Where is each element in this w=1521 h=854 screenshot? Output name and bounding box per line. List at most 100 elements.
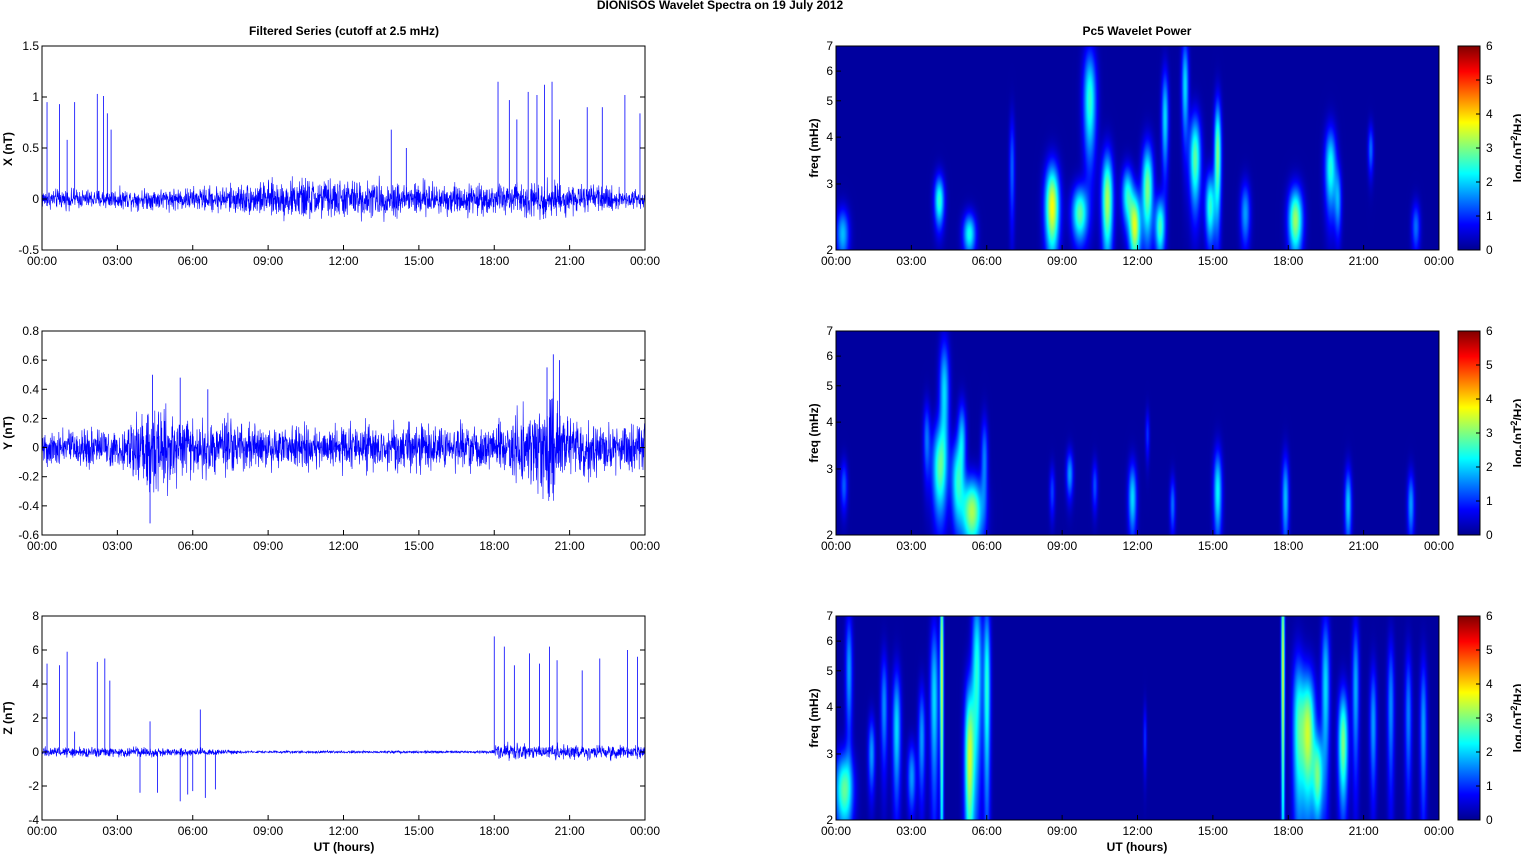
ytick-label: 2 xyxy=(32,711,39,725)
series-xtick-label: 12:00 xyxy=(328,824,358,838)
colorbar-tick-label: 6 xyxy=(1486,39,1493,53)
freq-tick-label: 3 xyxy=(826,177,833,191)
series-xtick-label: 03:00 xyxy=(102,254,132,268)
ytick-label: 6 xyxy=(32,643,39,657)
colorbar-tick-label: 4 xyxy=(1486,107,1493,121)
freq-tick-label: 6 xyxy=(826,349,833,363)
spectrum-xtick-label: 00:00 xyxy=(821,539,851,553)
spectrogram-image xyxy=(836,331,1439,535)
series-xtick-label: 00:00 xyxy=(27,254,57,268)
ytick-label: -0.4 xyxy=(18,499,39,513)
filtered-y-plot: -0.6 -0.4 -0.2 0 0.2 0.4 0.6 0.8 00:00 03:00 06:00… xyxy=(18,324,660,553)
colorbar-tick-label: 4 xyxy=(1486,677,1493,691)
spectrum-xtick-label: 15:00 xyxy=(1198,539,1228,553)
wavelet-y-plot: 2 3 4 5 6 7 00:00 03:00 06:00 09:00 12:00 15:00 18:0… xyxy=(821,324,1493,553)
spectrum-xtick-label: 00:00 xyxy=(821,254,851,268)
spectrum-xtick-label: 21:00 xyxy=(1349,254,1379,268)
ytick-label: -0.6 xyxy=(18,528,39,542)
freq-tick-label: 6 xyxy=(826,634,833,648)
ytick-label: 0.8 xyxy=(22,324,39,338)
colorbar-tick-label: 5 xyxy=(1486,358,1493,372)
colorbar-tick-label: 5 xyxy=(1486,643,1493,657)
colorbar-tick-label: 3 xyxy=(1486,426,1493,440)
spectrum-xtick-label: 00:00 xyxy=(1424,254,1454,268)
colorbar-tick-label: 2 xyxy=(1486,460,1493,474)
series-xtick-label: 00:00 xyxy=(630,254,660,268)
freq-tick-label: 6 xyxy=(826,64,833,78)
freq-tick-label: 4 xyxy=(826,700,833,714)
wavelet-z-panel: 2 3 4 5 6 7 00:00 03:00 06:00 09:00 12:00 15:00 18:0… xyxy=(807,609,1521,854)
spectrogram-image xyxy=(836,616,1439,820)
ytick-label: 4 xyxy=(32,677,39,691)
ytick-label: 0.5 xyxy=(22,141,39,155)
ytick-label: 0.2 xyxy=(22,411,39,425)
wavelet-y-ylabel: freq (mHz) xyxy=(807,403,821,462)
freq-tick-label: 4 xyxy=(826,130,833,144)
spectrum-xtick-label: 06:00 xyxy=(972,539,1002,553)
spectrum-xtick-label: 15:00 xyxy=(1198,254,1228,268)
series-line xyxy=(42,741,645,762)
series-xtick-label: 00:00 xyxy=(27,824,57,838)
colorbar-tick-label: 0 xyxy=(1486,528,1493,542)
spectrum-xtick-label: 09:00 xyxy=(1047,539,1077,553)
series-line xyxy=(42,391,645,501)
freq-tick-label: 5 xyxy=(826,379,833,393)
freq-tick-label: 3 xyxy=(826,747,833,761)
spectrum-xtick-label: 18:00 xyxy=(1273,539,1303,553)
spectrum-xtick-label: 21:00 xyxy=(1349,824,1379,838)
freq-tick-label: 5 xyxy=(826,94,833,108)
spectrum-xtick-label: 03:00 xyxy=(896,254,926,268)
spectrum-xtick-label: 12:00 xyxy=(1122,824,1152,838)
spectrum-xtick-label: 18:00 xyxy=(1273,254,1303,268)
series-xtick-label: 18:00 xyxy=(479,539,509,553)
plot-area xyxy=(42,616,645,820)
ytick-label: 0.6 xyxy=(22,353,39,367)
series-xtick-label: 18:00 xyxy=(479,824,509,838)
series-xtick-label: 15:00 xyxy=(404,539,434,553)
series-xtick-label: 15:00 xyxy=(404,824,434,838)
series-xtick-label: 09:00 xyxy=(253,824,283,838)
ytick-label: 0 xyxy=(32,192,39,206)
series-xtick-label: 21:00 xyxy=(555,539,585,553)
ytick-label: 0 xyxy=(32,441,39,455)
spectrum-xtick-label: 03:00 xyxy=(896,539,926,553)
freq-tick-label: 2 xyxy=(826,243,833,257)
series-xtick-label: 00:00 xyxy=(630,539,660,553)
colorbar-tick-label: 3 xyxy=(1486,711,1493,725)
wavelet-x-ylabel: freq (mHz) xyxy=(807,118,821,177)
colorbar-z-label: log2(nT2/Hz) xyxy=(1509,684,1521,753)
series-xtick-label: 03:00 xyxy=(102,824,132,838)
ytick-label: -4 xyxy=(28,813,39,827)
filtered-z-panel: -4 -2 0 2 4 6 8 00:00 03:00 06:00 09:00 12:00 15:00 1… xyxy=(1,609,660,854)
filtered-y-ylabel: Y (nT) xyxy=(1,416,15,450)
wavelet-power-title: Pc5 Wavelet Power xyxy=(1083,24,1192,38)
series-xtick-label: 06:00 xyxy=(178,824,208,838)
series-xtick-label: 21:00 xyxy=(555,254,585,268)
spectrum-xtick-label: 00:00 xyxy=(821,824,851,838)
wavelet-z-plot: 2 3 4 5 6 7 00:00 03:00 06:00 09:00 12:00 15:00 18:0… xyxy=(821,609,1493,838)
ytick-label: -2 xyxy=(28,779,39,793)
colorbar-tick-label: 6 xyxy=(1486,324,1493,338)
colorbar-tick-label: 0 xyxy=(1486,813,1493,827)
freq-tick-label: 3 xyxy=(826,462,833,476)
series-xtick-label: 00:00 xyxy=(27,539,57,553)
colorbar-tick-label: 1 xyxy=(1486,209,1493,223)
freq-tick-label: 5 xyxy=(826,664,833,678)
freq-tick-label: 4 xyxy=(826,415,833,429)
ytick-label: 0.4 xyxy=(22,382,39,396)
filtered-x-ylabel: X (nT) xyxy=(1,132,15,166)
ytick-label: 0 xyxy=(32,745,39,759)
series-xtick-label: 09:00 xyxy=(253,254,283,268)
wavelet-x-panel: Pc5 Wavelet Power 2 3 4 5 6 7 00:00 03:00 06:00 0… xyxy=(807,24,1521,268)
spectrum-xtick-label: 06:00 xyxy=(972,254,1002,268)
series-xtick-label: 12:00 xyxy=(328,254,358,268)
wavelet-z-xlabel: UT (hours) xyxy=(1107,840,1168,854)
filtered-z-plot: -4 -2 0 2 4 6 8 00:00 03:00 06:00 09:00 12:00 15:00 1… xyxy=(27,609,660,838)
colorbar-tick-label: 0 xyxy=(1486,243,1493,257)
colorbar-tick-label: 1 xyxy=(1486,494,1493,508)
colorbar-tick-label: 2 xyxy=(1486,175,1493,189)
spectrum-xtick-label: 06:00 xyxy=(972,824,1002,838)
spectrum-xtick-label: 00:00 xyxy=(1424,539,1454,553)
filtered-x-plot: -0.5 0 0.5 1 1.5 00:00 03:00 06:00 09:00 12:00 15:… xyxy=(18,39,660,268)
